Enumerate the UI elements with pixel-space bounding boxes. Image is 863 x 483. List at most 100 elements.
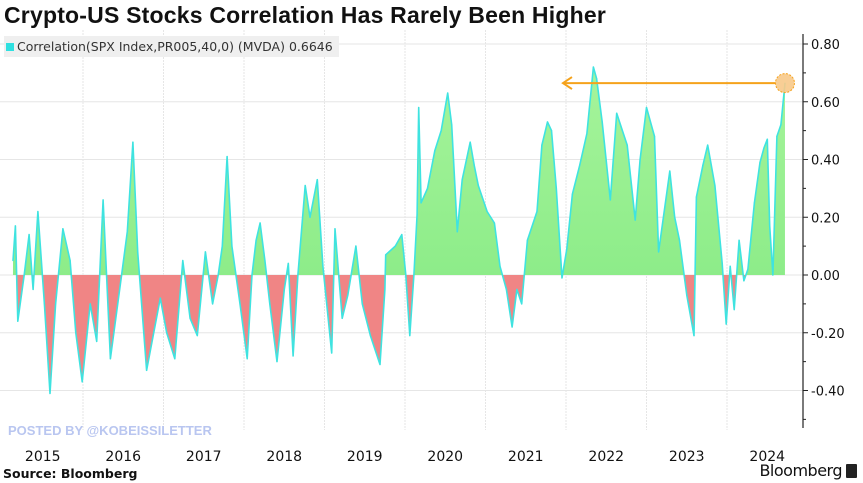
- data-point: [255, 239, 257, 241]
- data-point: [769, 225, 771, 227]
- data-point: [331, 352, 333, 354]
- data-point: [714, 184, 716, 187]
- data-point: [499, 265, 501, 267]
- data-point: [447, 92, 449, 94]
- data-point: [394, 245, 396, 247]
- data-point: [226, 156, 228, 158]
- data-point: [126, 231, 128, 233]
- data-point: [426, 187, 429, 189]
- data-point: [416, 213, 418, 215]
- data-point: [102, 199, 104, 201]
- x-tick-label: 2015: [25, 449, 61, 465]
- data-point: [189, 317, 191, 319]
- y-tick-label: -0.20: [811, 327, 845, 342]
- chart-title: Crypto-US Stocks Correlation Has Rarely …: [4, 2, 606, 28]
- data-point: [536, 210, 538, 213]
- data-point: [37, 210, 39, 213]
- data-point: [639, 158, 641, 161]
- x-tick-label: 2018: [266, 449, 302, 465]
- x-tick-label: 2017: [186, 449, 222, 465]
- x-axis-labels: 2015 2016 2017 2018 2019 2020 2021 2022 2023 2024: [25, 449, 785, 465]
- data-point: [49, 392, 51, 394]
- data-point: [493, 222, 495, 224]
- data-point: [456, 231, 458, 233]
- data-point: [516, 288, 518, 291]
- data-point: [669, 170, 671, 172]
- data-point: [212, 303, 214, 305]
- data-point: [653, 135, 656, 137]
- data-point: [341, 317, 343, 319]
- data-point: [231, 245, 233, 247]
- data-point: [287, 262, 289, 265]
- data-point: [32, 288, 34, 291]
- data-point: [707, 144, 709, 146]
- data-point: [62, 228, 64, 230]
- data-point: [678, 239, 681, 241]
- data-point: [304, 184, 306, 187]
- data-point: [81, 381, 83, 383]
- data-point: [702, 164, 704, 166]
- data-point: [579, 164, 581, 166]
- data-point: [473, 164, 475, 166]
- series-line: [12, 66, 786, 395]
- data-point: [609, 199, 611, 201]
- data-point: [89, 303, 91, 305]
- data-point: [766, 138, 768, 140]
- data-point: [729, 265, 731, 267]
- x-tick-label: 2024: [749, 449, 785, 465]
- x-tick-label: 2020: [427, 449, 463, 465]
- data-point: [511, 326, 513, 328]
- data-point: [634, 219, 636, 221]
- data-point: [75, 332, 77, 334]
- data-point: [251, 274, 253, 276]
- data-point: [686, 294, 688, 296]
- data-point: [451, 124, 453, 126]
- data-point: [586, 132, 588, 135]
- x-tick-label: 2023: [669, 449, 705, 465]
- x-tick-label: 2021: [508, 449, 544, 465]
- data-point: [109, 358, 111, 360]
- x-tick-label: 2016: [105, 449, 141, 465]
- data-point: [174, 358, 176, 360]
- latest-value-marker: [774, 73, 795, 94]
- arrow-head-icon: [561, 76, 573, 90]
- data-point: [440, 130, 442, 132]
- data-point: [17, 320, 19, 322]
- y-tick-label: 0.40: [811, 154, 840, 169]
- data-point: [546, 121, 549, 123]
- data-point: [657, 251, 660, 253]
- data-point: [259, 222, 261, 224]
- legend-swatch: [6, 42, 14, 51]
- data-point: [283, 288, 285, 291]
- data-point: [347, 294, 349, 296]
- data-point: [743, 280, 745, 282]
- data-point: [505, 288, 508, 291]
- data-point: [772, 274, 774, 276]
- data-point: [385, 254, 387, 256]
- legend-label: Correlation(SPX Index,PR005,40,0) (MVDA)…: [17, 39, 333, 54]
- data-point: [409, 335, 411, 337]
- data-point: [541, 144, 543, 146]
- data-point: [297, 274, 299, 276]
- data-point: [595, 78, 598, 80]
- data-point: [405, 274, 407, 276]
- data-point: [747, 268, 749, 270]
- data-point: [780, 124, 782, 126]
- data-point: [292, 355, 294, 357]
- data-point: [420, 202, 422, 204]
- data-point: [28, 233, 30, 236]
- x-tick-label: 2022: [588, 449, 624, 465]
- data-point: [469, 141, 471, 143]
- data-point: [166, 332, 168, 334]
- data-point: [725, 323, 727, 325]
- data-point: [401, 233, 403, 236]
- data-point: [733, 309, 735, 311]
- data-point: [753, 202, 755, 204]
- data-point: [221, 245, 223, 247]
- data-point: [626, 144, 628, 146]
- data-point: [566, 248, 568, 250]
- data-point: [316, 179, 318, 181]
- positive-area: [12, 67, 785, 275]
- data-point: [217, 274, 219, 276]
- data-point: [759, 161, 761, 163]
